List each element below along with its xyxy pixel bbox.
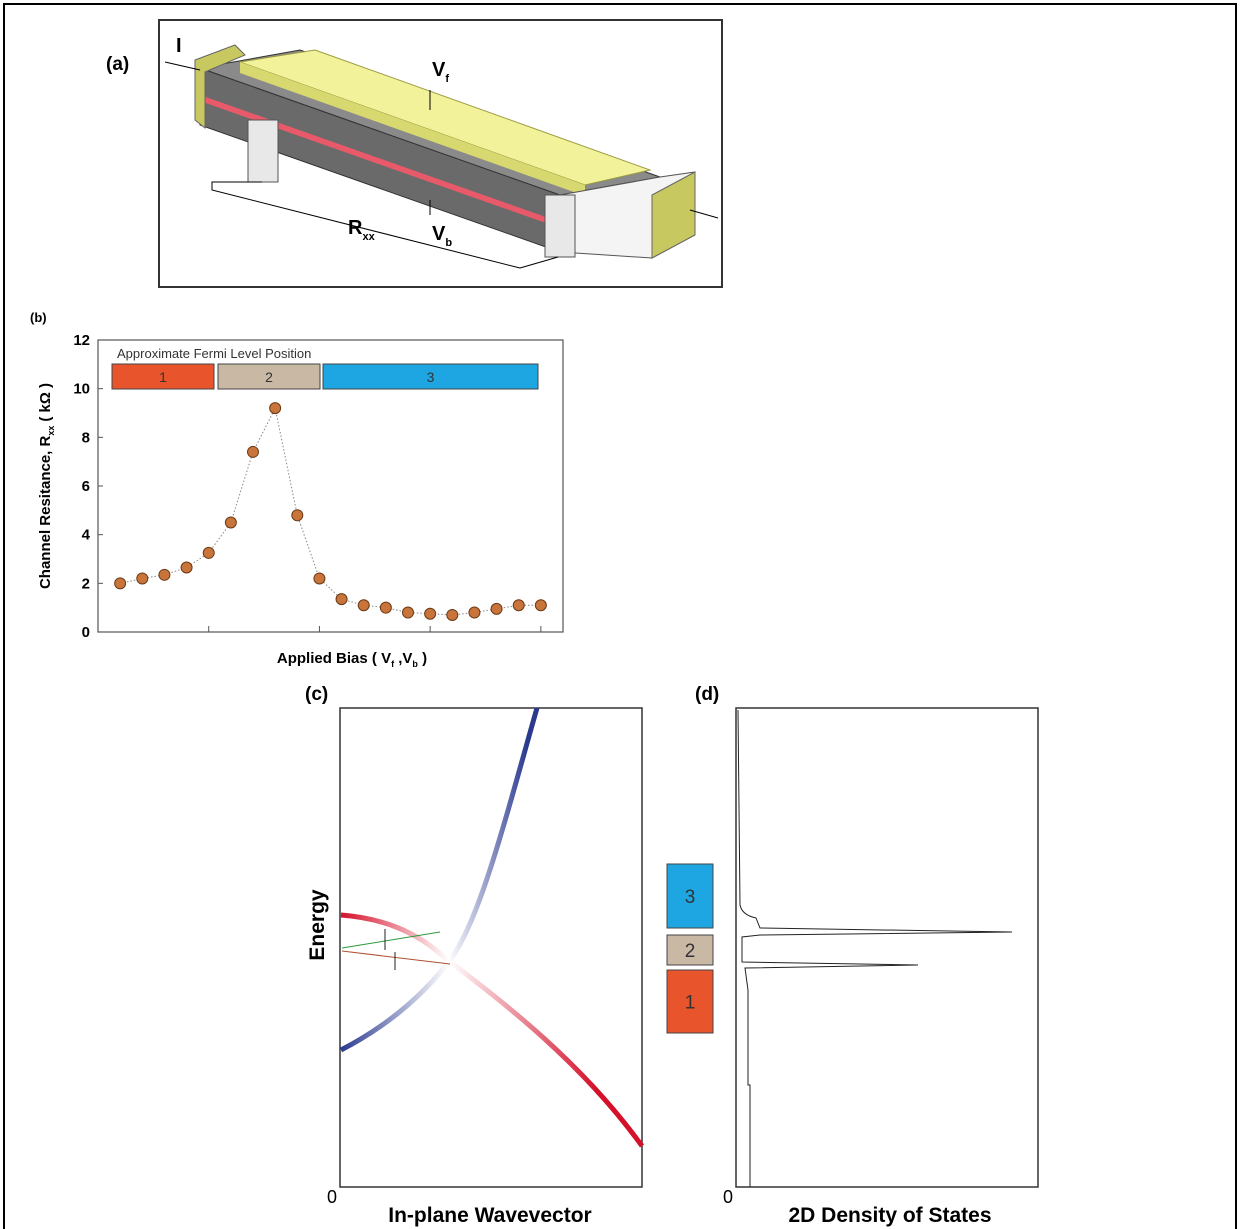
y-label-text: Channel Resitance, R bbox=[37, 436, 54, 590]
data-point bbox=[137, 573, 148, 584]
panel-a: (a) I Vf Vb Rxx bbox=[106, 20, 722, 287]
data-point bbox=[203, 547, 214, 558]
rxx-sub: xx bbox=[362, 231, 375, 243]
panel-label: (d) bbox=[695, 684, 719, 705]
data-point bbox=[469, 607, 480, 618]
x-label-end: ) bbox=[418, 650, 427, 667]
data-point bbox=[336, 594, 347, 605]
panel-d-box bbox=[736, 708, 1038, 1187]
data-point bbox=[292, 510, 303, 521]
data-point bbox=[115, 578, 126, 589]
probe-right bbox=[545, 195, 575, 257]
data-point bbox=[513, 600, 524, 611]
data-point bbox=[380, 602, 391, 613]
origin-label: 0 bbox=[327, 1187, 337, 1207]
probe-left bbox=[248, 120, 278, 182]
y-tick-label: 2 bbox=[82, 575, 90, 592]
y-tick-label: 6 bbox=[82, 478, 90, 495]
panel-c: (c) Energy In-plane Wavevector 0 bbox=[305, 684, 642, 1227]
data-point bbox=[270, 403, 281, 414]
data-point bbox=[535, 600, 546, 611]
x-label-start: Applied Bias ( V bbox=[277, 650, 391, 667]
data-point bbox=[425, 608, 436, 619]
panel-d: (d) 2D Density of States 0 bbox=[695, 684, 1038, 1227]
data-point bbox=[447, 609, 458, 620]
fermi-region-label: 3 bbox=[427, 369, 435, 385]
data-point bbox=[314, 573, 325, 584]
x-axis-label: 2D Density of States bbox=[788, 1204, 991, 1227]
data-point bbox=[159, 569, 170, 580]
panel-label: (b) bbox=[30, 310, 47, 325]
vb-sub: b bbox=[445, 237, 452, 249]
y-tick-label: 0 bbox=[82, 624, 90, 641]
fermi-region-label: 2 bbox=[265, 369, 273, 385]
fermi-levels: 3 2 1 bbox=[667, 864, 713, 1033]
data-point bbox=[225, 517, 236, 528]
y-label-unit: ( kΩ ) bbox=[37, 383, 54, 422]
panel-label: (c) bbox=[305, 684, 328, 705]
vf-sub: f bbox=[445, 73, 449, 85]
x-axis-label: In-plane Wavevector bbox=[388, 1204, 591, 1227]
data-point bbox=[181, 562, 192, 573]
origin-label: 0 bbox=[723, 1187, 733, 1207]
x-label-mid: ,V bbox=[394, 650, 412, 667]
data-point bbox=[248, 446, 259, 457]
y-tick-label: 8 bbox=[82, 429, 90, 446]
data-point bbox=[403, 607, 414, 618]
y-tick-label: 12 bbox=[73, 332, 90, 349]
y-label-sub: xx bbox=[46, 426, 56, 436]
data-point bbox=[491, 603, 502, 614]
vb-main: V bbox=[432, 223, 446, 245]
rxx-main: R bbox=[348, 217, 363, 239]
y-axis-label: Energy bbox=[306, 889, 329, 961]
y-tick-label: 4 bbox=[82, 527, 91, 544]
panel-label: (a) bbox=[106, 54, 129, 75]
series-line bbox=[120, 408, 541, 615]
level-label: 3 bbox=[685, 887, 696, 908]
x-axis-label: Applied Bias ( Vf ,Vb ) bbox=[277, 650, 427, 669]
fermi-region-label: 1 bbox=[159, 369, 167, 385]
figure: (a) I Vf Vb Rxx (b) Channel Resitance, R… bbox=[0, 0, 1240, 1229]
y-tick-label: 10 bbox=[73, 381, 90, 398]
level-label: 2 bbox=[685, 941, 696, 962]
data-point bbox=[358, 600, 369, 611]
vf-main: V bbox=[432, 59, 446, 81]
y-axis-label: Channel Resitance, Rxx ( kΩ ) bbox=[37, 383, 56, 589]
current-label: I bbox=[176, 35, 182, 57]
level-label: 1 bbox=[685, 993, 696, 1014]
legend-title: Approximate Fermi Level Position bbox=[117, 346, 311, 361]
